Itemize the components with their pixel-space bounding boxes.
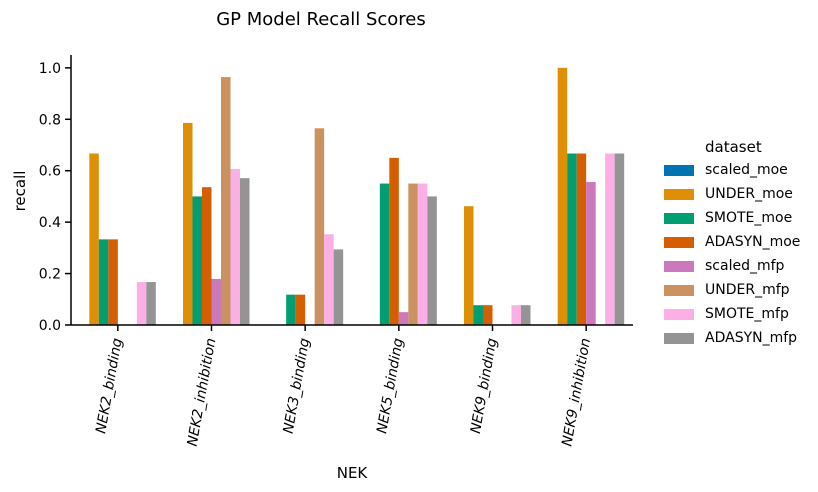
- bar-UNDER_moe-NEK9_binding: [464, 206, 474, 325]
- legend: dataset scaled_moe UNDER_moe SMOTE_moe ADAS…: [664, 136, 800, 350]
- bar-ADASYN_moe-NEK9_inhibition: [576, 153, 587, 325]
- bar-scaled_mfp-NEK9_inhibition: [586, 182, 596, 325]
- bar-ADASYN_mfp-NEK9_inhibition: [614, 153, 625, 325]
- bar-SMOTE_moe-NEK5_binding: [379, 183, 390, 325]
- bar-scaled_mfp-NEK2_inhibition: [211, 278, 221, 325]
- x-tick-label: NEK9_inhibition: [559, 337, 594, 448]
- bar-ADASYN_moe-NEK9_binding: [483, 305, 493, 325]
- legend-label: SMOTE_mfp: [705, 306, 789, 322]
- bar-ADASYN_mfp-NEK3_binding: [333, 249, 344, 325]
- legend-swatch: [664, 260, 694, 272]
- y-tick-label: 0.2: [39, 267, 61, 283]
- bar-ADASYN_moe-NEK2_binding: [108, 239, 118, 325]
- bar-UNDER_moe-NEK2_binding: [89, 153, 99, 325]
- bars-layer: [89, 67, 625, 326]
- bar-ADASYN_mfp-NEK5_binding: [427, 196, 437, 325]
- legend-swatch: [664, 164, 694, 176]
- legend-swatch: [664, 332, 694, 344]
- legend-swatch: [664, 284, 694, 296]
- legend-swatch: [664, 212, 694, 224]
- bar-ADASYN_mfp-NEK2_inhibition: [240, 178, 250, 325]
- x-tick-label: NEK5_binding: [374, 337, 407, 435]
- x-axis-label: NEK: [337, 464, 369, 482]
- legend-label: ADASYN_mfp: [705, 330, 798, 346]
- bar-SMOTE_mfp-NEK9_binding: [511, 305, 521, 325]
- chart-title: GP Model Recall Scores: [216, 9, 426, 30]
- bar-UNDER_mfp-NEK3_binding: [314, 128, 325, 325]
- y-axis-label: recall: [11, 171, 29, 212]
- x-tick-label: NEK9_binding: [468, 337, 501, 435]
- legend-item-SMOTE_mfp: SMOTE_mfp: [664, 302, 800, 326]
- legend-item-SMOTE_moe: SMOTE_moe: [664, 206, 800, 230]
- bar-UNDER_mfp-NEK2_inhibition: [221, 77, 231, 325]
- bar-UNDER_moe-NEK2_inhibition: [183, 122, 193, 325]
- bar-SMOTE_moe-NEK2_binding: [98, 239, 109, 325]
- legend-item-scaled_moe: scaled_moe: [664, 158, 800, 182]
- legend-item-UNDER_moe: UNDER_moe: [664, 182, 800, 206]
- bar-scaled_mfp-NEK5_binding: [398, 312, 409, 325]
- y-tick-label: 1.0: [39, 61, 61, 77]
- legend-title: dataset: [705, 138, 762, 156]
- bar-SMOTE_mfp-NEK2_inhibition: [230, 168, 240, 325]
- bar-SMOTE_moe-NEK3_binding: [286, 294, 296, 325]
- y-tick-label: 0.6: [39, 164, 61, 180]
- bar-SMOTE_mfp-NEK9_inhibition: [605, 153, 615, 325]
- legend-item-ADASYN_moe: ADASYN_moe: [664, 230, 800, 254]
- bar-SMOTE_mfp-NEK2_binding: [136, 282, 147, 325]
- y-tick-label: 0.4: [39, 215, 61, 231]
- bar-SMOTE_mfp-NEK5_binding: [417, 183, 428, 325]
- bar-ADASYN_moe-NEK3_binding: [295, 294, 306, 325]
- legend-swatch: [664, 308, 694, 320]
- bar-ADASYN_moe-NEK5_binding: [389, 157, 399, 325]
- legend-label: UNDER_mfp: [705, 282, 790, 298]
- bar-ADASYN_mfp-NEK2_binding: [146, 282, 156, 325]
- legend-label: scaled_moe: [705, 162, 788, 178]
- x-tick-label: NEK2_binding: [93, 337, 126, 435]
- legend-label: ADASYN_moe: [705, 234, 801, 250]
- bar-ADASYN_mfp-NEK9_binding: [521, 305, 531, 325]
- y-tick-label: 0.8: [39, 112, 61, 128]
- legend-swatch: [664, 188, 694, 200]
- x-tick-label: NEK2_inhibition: [185, 337, 220, 448]
- x-tick-label: NEK3_binding: [281, 337, 314, 435]
- bar-UNDER_moe-NEK9_inhibition: [557, 67, 568, 326]
- bar-ADASYN_moe-NEK2_inhibition: [202, 187, 212, 325]
- legend-swatch: [664, 236, 694, 248]
- bar-SMOTE_moe-NEK2_inhibition: [192, 196, 202, 325]
- y-tick-label: 0.0: [39, 318, 61, 334]
- bar-SMOTE_moe-NEK9_inhibition: [567, 153, 577, 325]
- legend-item-UNDER_mfp: UNDER_mfp: [664, 278, 800, 302]
- bar-UNDER_mfp-NEK5_binding: [408, 183, 418, 325]
- bar-SMOTE_mfp-NEK3_binding: [324, 234, 334, 325]
- legend-item-scaled_mfp: scaled_mfp: [664, 254, 800, 278]
- bar-SMOTE_moe-NEK9_binding: [473, 305, 483, 325]
- legend-label: SMOTE_moe: [705, 210, 793, 226]
- legend-item-ADASYN_mfp: ADASYN_mfp: [664, 326, 800, 350]
- legend-label: scaled_mfp: [705, 258, 785, 274]
- legend-label: UNDER_moe: [705, 186, 793, 202]
